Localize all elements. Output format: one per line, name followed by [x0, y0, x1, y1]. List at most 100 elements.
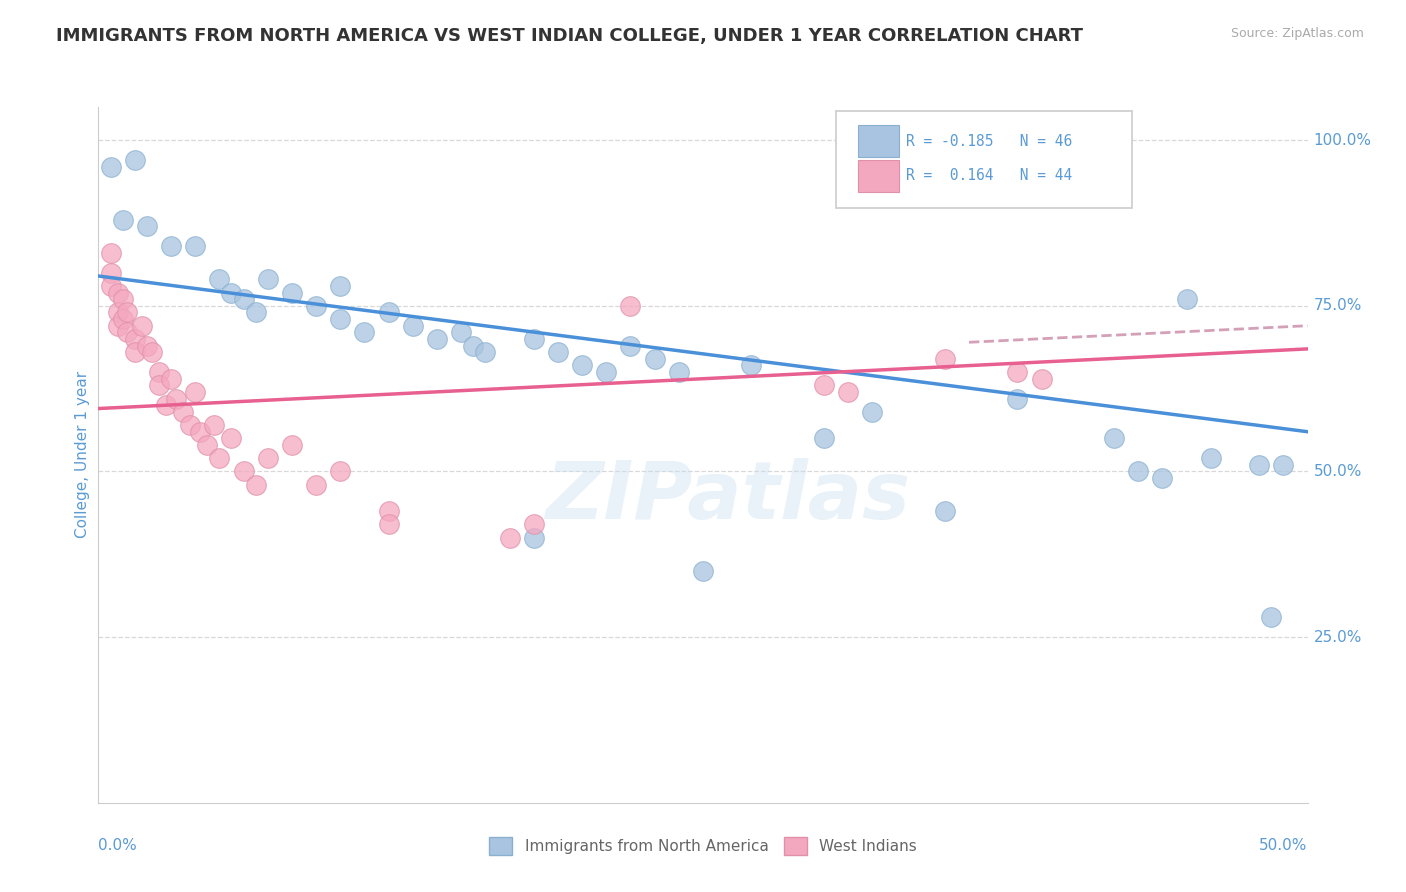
Point [860, 405, 883, 419]
Point [117, 326, 139, 340]
Point [232, 465, 254, 479]
Point [813, 431, 835, 445]
Point [523, 531, 546, 545]
Point [195, 438, 218, 452]
Point [100, 279, 122, 293]
Text: 75.0%: 75.0% [1313, 298, 1362, 313]
Point [377, 305, 399, 319]
Point [107, 318, 129, 333]
Point [148, 365, 170, 379]
Point [523, 517, 546, 532]
Y-axis label: College, Under 1 year: College, Under 1 year [75, 371, 90, 539]
Point [124, 332, 146, 346]
Point [179, 418, 201, 433]
Point [619, 299, 641, 313]
Point [1102, 431, 1125, 445]
Point [1260, 610, 1282, 624]
Point [245, 305, 267, 319]
Point [305, 477, 328, 491]
Point [329, 465, 352, 479]
Point [204, 418, 226, 433]
Point [934, 504, 956, 518]
Point [1272, 458, 1295, 472]
Point [111, 292, 134, 306]
Text: 25.0%: 25.0% [1313, 630, 1362, 645]
Point [463, 338, 485, 352]
Point [377, 504, 399, 518]
Point [474, 345, 496, 359]
Point [934, 351, 956, 366]
Point [188, 425, 211, 439]
Point [208, 272, 231, 286]
Point [111, 312, 134, 326]
Point [692, 564, 714, 578]
Point [668, 365, 690, 379]
Point [107, 285, 129, 300]
Point [523, 332, 546, 346]
Point [281, 285, 304, 300]
Point [1007, 392, 1029, 406]
Point [571, 359, 593, 373]
Point [1249, 458, 1271, 472]
Text: R =  0.164   N = 44: R = 0.164 N = 44 [905, 169, 1073, 184]
FancyBboxPatch shape [858, 125, 898, 157]
Point [107, 305, 129, 319]
Point [402, 318, 425, 333]
Text: 50.0%: 50.0% [1313, 464, 1362, 479]
Point [111, 212, 134, 227]
Point [245, 477, 267, 491]
Point [160, 239, 183, 253]
FancyBboxPatch shape [837, 111, 1132, 208]
Point [124, 153, 146, 167]
Point [165, 392, 187, 406]
Point [450, 326, 472, 340]
Point [184, 239, 207, 253]
Point [117, 305, 139, 319]
Point [256, 272, 278, 286]
Point [1128, 465, 1150, 479]
Point [837, 384, 859, 399]
Point [377, 517, 399, 532]
Point [1031, 372, 1053, 386]
Point [305, 299, 328, 313]
Text: 50.0%: 50.0% [1260, 838, 1308, 853]
Point [208, 451, 231, 466]
Point [184, 384, 207, 399]
Point [1344, 465, 1367, 479]
Point [1199, 451, 1222, 466]
Point [100, 160, 122, 174]
Point [160, 372, 183, 386]
Text: 0.0%: 0.0% [98, 838, 138, 853]
Point [221, 431, 243, 445]
Point [1007, 365, 1029, 379]
Point [155, 398, 177, 412]
Point [813, 378, 835, 392]
Text: 100.0%: 100.0% [1313, 133, 1372, 148]
Legend: Immigrants from North America, West Indians: Immigrants from North America, West Indi… [484, 830, 922, 862]
Point [329, 279, 352, 293]
Point [426, 332, 449, 346]
Point [740, 359, 762, 373]
Text: R = -0.185   N = 46: R = -0.185 N = 46 [905, 134, 1073, 149]
Point [595, 365, 617, 379]
Point [100, 266, 122, 280]
Point [135, 338, 157, 352]
Point [100, 245, 122, 260]
Point [172, 405, 194, 419]
Point [644, 351, 666, 366]
FancyBboxPatch shape [858, 160, 898, 192]
Point [148, 378, 170, 392]
Point [232, 292, 254, 306]
Point [131, 318, 153, 333]
Point [619, 338, 641, 352]
Point [498, 531, 520, 545]
Point [256, 451, 278, 466]
Point [1152, 471, 1174, 485]
Text: ZIPatlas: ZIPatlas [544, 458, 910, 536]
Point [281, 438, 304, 452]
Point [1175, 292, 1198, 306]
Text: IMMIGRANTS FROM NORTH AMERICA VS WEST INDIAN COLLEGE, UNDER 1 YEAR CORRELATION C: IMMIGRANTS FROM NORTH AMERICA VS WEST IN… [56, 27, 1083, 45]
Point [221, 285, 243, 300]
Text: Source: ZipAtlas.com: Source: ZipAtlas.com [1230, 27, 1364, 40]
Point [1344, 458, 1367, 472]
